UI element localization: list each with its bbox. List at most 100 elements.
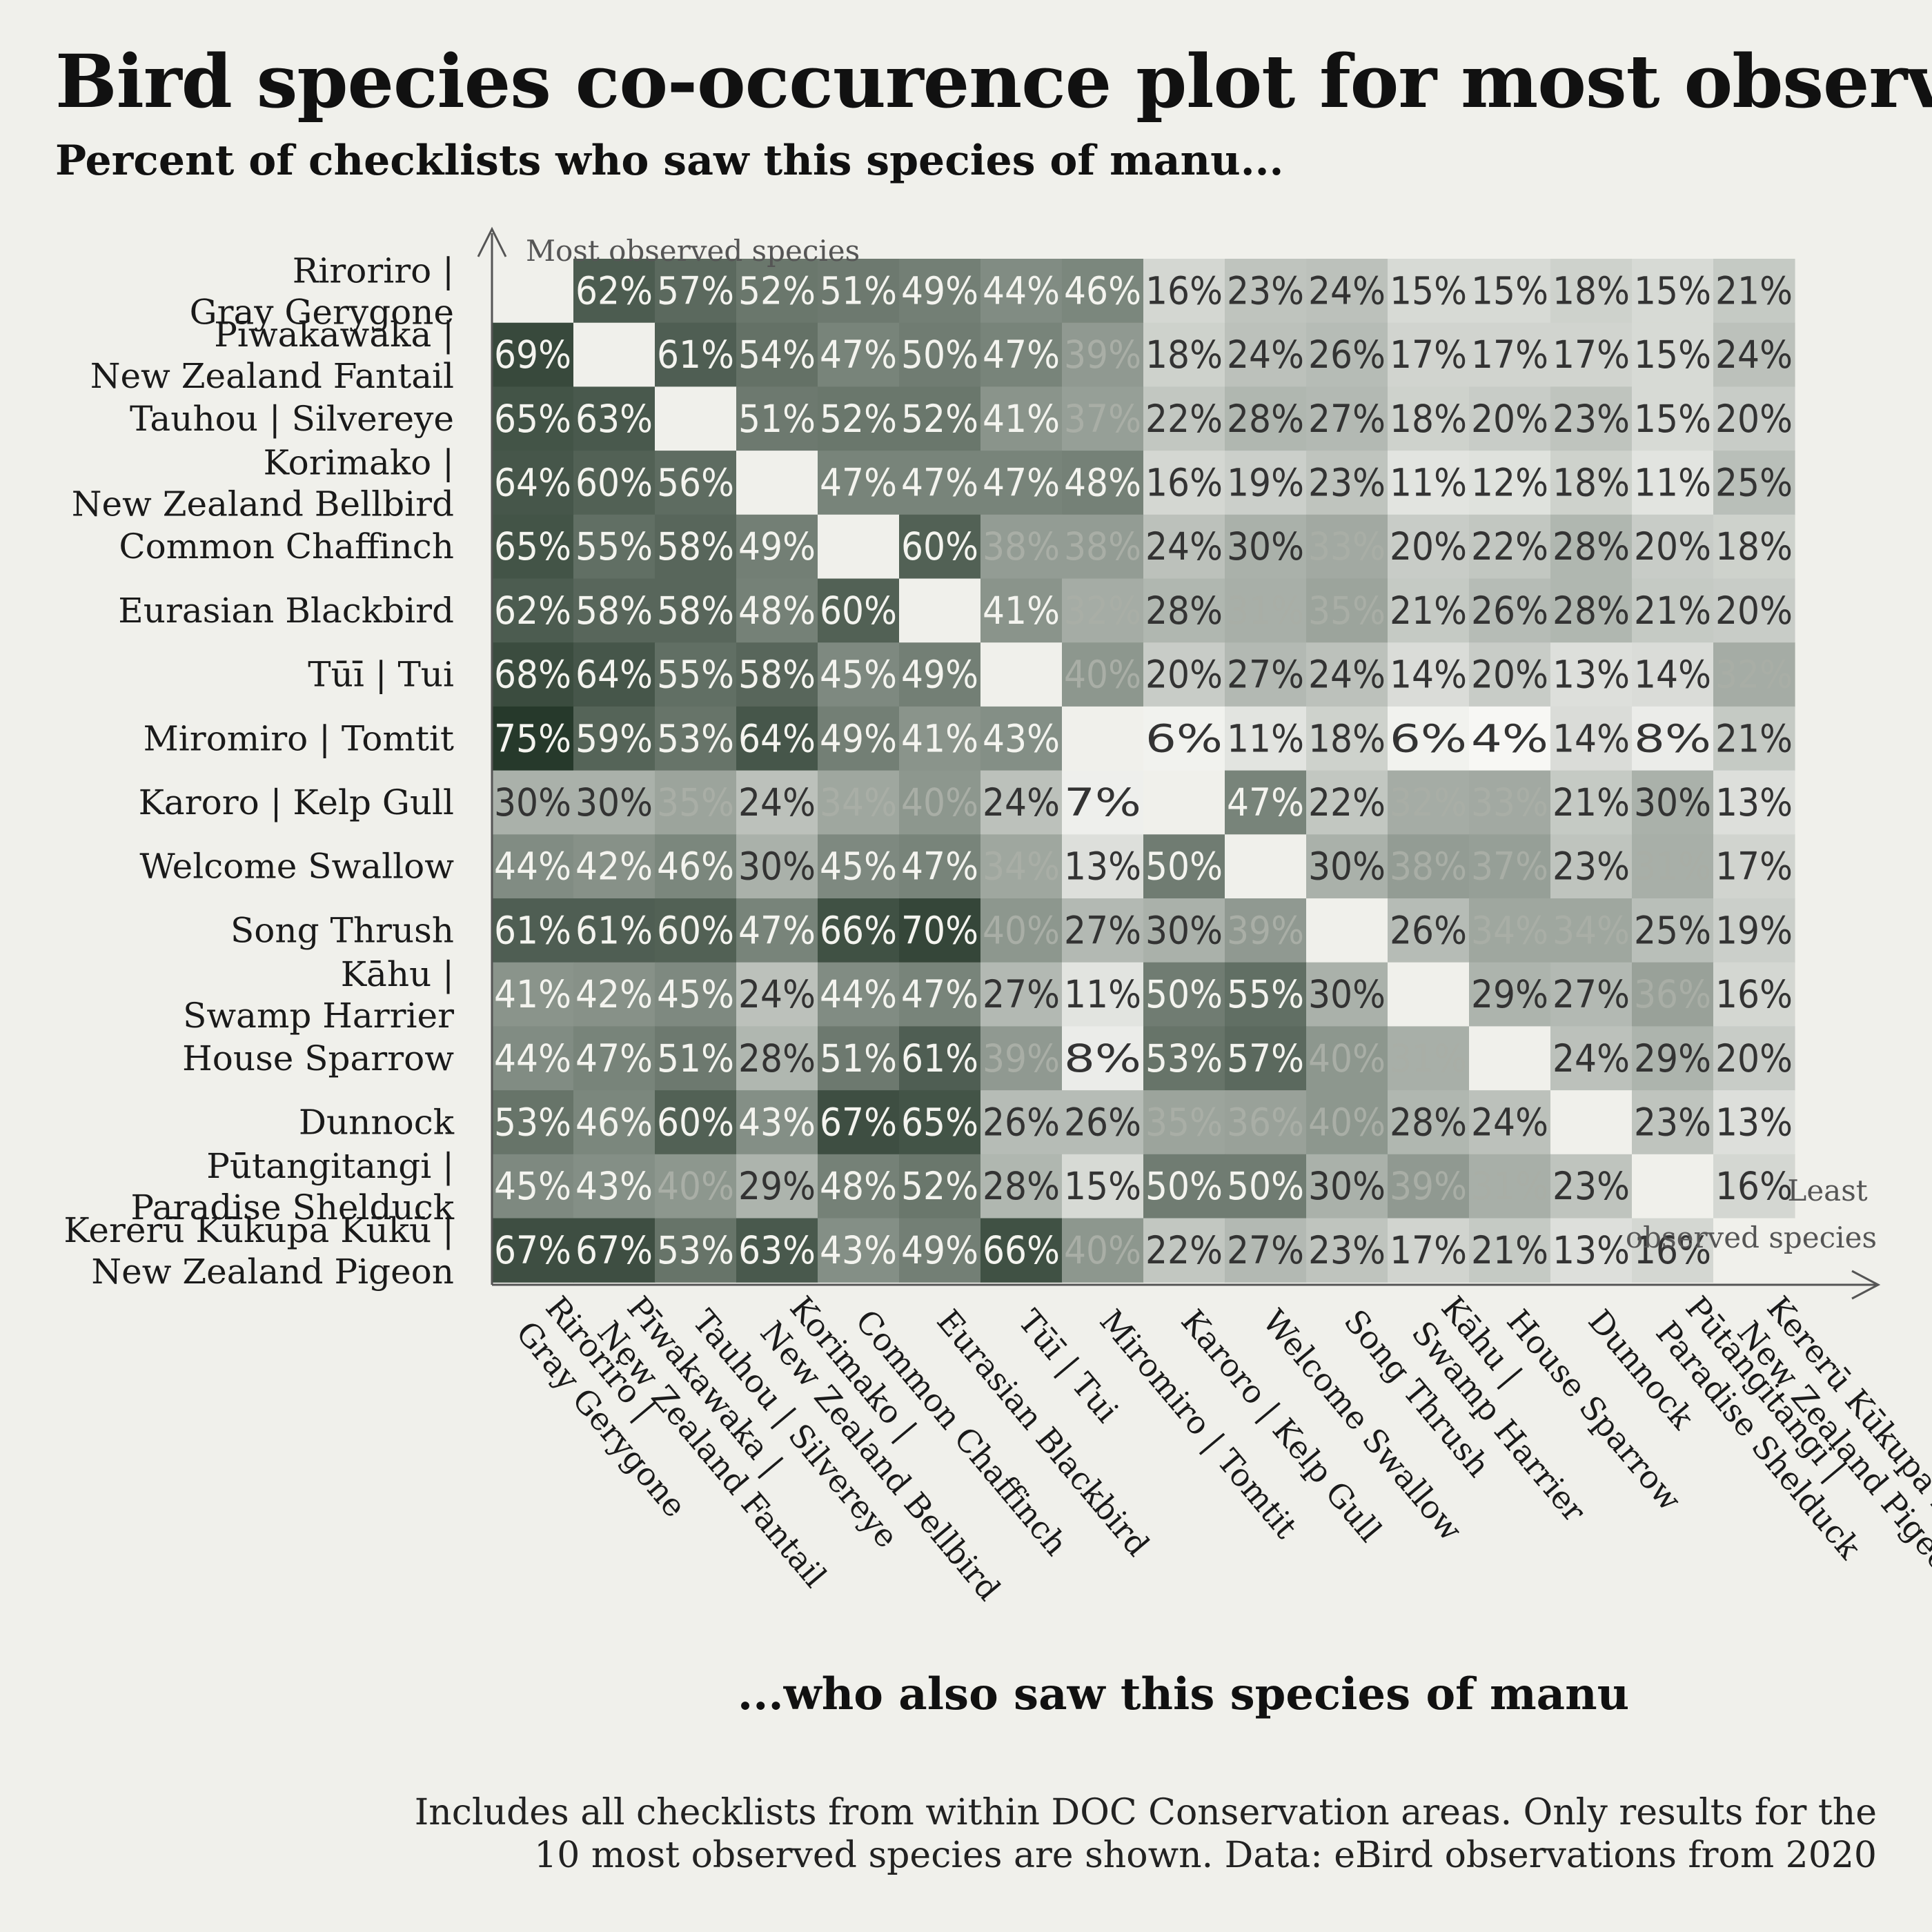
heatmap-cell (1062, 962, 1144, 1027)
cell-value-label: 40% (901, 780, 978, 825)
heatmap-cell (736, 386, 818, 451)
cell-value-label: 63% (738, 1228, 816, 1272)
heatmap-cell (980, 259, 1063, 324)
cell-value-label: 32% (1390, 780, 1467, 825)
row-label: Welcome Swallow (139, 847, 454, 887)
heatmap-cell (655, 1218, 737, 1283)
row-label: Tūī | Tui (308, 655, 454, 695)
cell-value-label: 60% (820, 589, 897, 633)
heatmap-cell (736, 642, 818, 707)
heatmap-cell (818, 962, 900, 1027)
cell-value-label: 62% (494, 589, 571, 633)
heatmap-cell (980, 1218, 1063, 1283)
heatmap-cell (899, 898, 981, 963)
row-label: Kāhu | Swamp Harrier (183, 954, 454, 1036)
heatmap-cell (1143, 1090, 1225, 1155)
heatmap-cell (1469, 322, 1551, 387)
heatmap-cell (1062, 1026, 1144, 1091)
cell-value-label: 46% (657, 845, 734, 889)
heatmap-cell (573, 1154, 656, 1219)
heatmap-cell (1143, 259, 1225, 324)
cell-value-label: 26% (1390, 908, 1467, 952)
heatmap-cell (1550, 386, 1633, 451)
heatmap-cell (818, 770, 900, 835)
cell-value-label: 47% (1227, 780, 1304, 825)
heatmap-cell (818, 259, 900, 324)
cell-value-label: 65% (494, 524, 571, 569)
heatmap-cell (1306, 1090, 1388, 1155)
heatmap-cell (1632, 770, 1714, 835)
cell-value-label: 18% (1715, 524, 1793, 569)
cell-value-label: 44% (820, 972, 897, 1016)
heatmap-cell (1713, 1026, 1795, 1091)
cell-value-label: 53% (1145, 1036, 1223, 1081)
heatmap-cell (736, 1090, 818, 1155)
most-observed-label: Most observed species (526, 234, 860, 268)
cell-value-label: 25% (1715, 460, 1793, 504)
cell-value-label: 68% (494, 653, 571, 697)
least-observed-label: Least observed species (1626, 1174, 1877, 1254)
heatmap-cell (1469, 259, 1551, 324)
cell-value-label: 35% (1145, 1100, 1223, 1144)
heatmap-cell (492, 1218, 574, 1283)
diagonal-cell (655, 386, 737, 451)
cell-value-label: 17% (1552, 333, 1630, 377)
heatmap-cell (1469, 514, 1551, 580)
cell-value-label: 41% (983, 589, 1060, 633)
cell-value-label: 29% (1634, 1036, 1711, 1081)
cell-value-label: 32% (1064, 589, 1141, 633)
cell-value-label: 65% (494, 397, 571, 441)
heatmap-cell (1388, 1218, 1470, 1283)
diagonal-cell (1469, 1026, 1551, 1091)
cell-value-label: 37% (1064, 397, 1141, 441)
heatmap-cell (1550, 1218, 1633, 1283)
cell-value-label: 8% (1634, 716, 1711, 760)
cell-value-label: 48% (1064, 460, 1141, 504)
cell-value-label: 39% (983, 1036, 1060, 1081)
heatmap-cell (899, 451, 981, 515)
heatmap-cell (492, 386, 574, 451)
cell-value-label: 32% (1715, 653, 1793, 697)
diagonal-cell (980, 642, 1063, 707)
heatmap-cell (980, 834, 1063, 899)
cell-value-label: 21% (1471, 1228, 1548, 1272)
cell-value-label: 23% (1227, 268, 1304, 313)
heatmap-cell (1550, 962, 1633, 1027)
cell-value-label: 17% (1715, 845, 1793, 889)
heatmap-cell (1225, 514, 1307, 580)
cell-value-label: 16% (1715, 1164, 1793, 1208)
heatmap-cell (1550, 770, 1633, 835)
diagonal-cell (573, 322, 656, 387)
cell-value-label: 23% (1308, 1228, 1386, 1272)
heatmap-cell (980, 386, 1063, 451)
heatmap-cell (492, 451, 574, 515)
cell-value-label: 67% (820, 1100, 897, 1144)
y-axis-arrow-icon (477, 226, 507, 257)
cell-value-label: 14% (1634, 653, 1711, 697)
heatmap-cell (980, 962, 1063, 1027)
heatmap-cell (899, 706, 981, 771)
heatmap-cell (573, 706, 656, 771)
diagonal-cell (1632, 1154, 1714, 1219)
heatmap-cell (1225, 898, 1307, 963)
heatmap-cell (1388, 578, 1470, 643)
heatmap-cell (1062, 578, 1144, 643)
heatmap-cell (1225, 962, 1307, 1027)
row-label: Common Chaffinch (119, 526, 454, 566)
cell-value-label: 46% (1064, 268, 1141, 313)
heatmap-cell (1062, 770, 1144, 835)
heatmap-cell (1388, 770, 1470, 835)
cell-value-label: 6% (1390, 716, 1467, 760)
cell-value-label: 69% (494, 333, 571, 377)
row-label: House Sparrow (182, 1038, 454, 1078)
heatmap-cell (1306, 1154, 1388, 1219)
heatmap-cell (1143, 834, 1225, 899)
heatmap-cell (1550, 1026, 1633, 1091)
cell-value-label: 34% (1471, 908, 1548, 952)
row-label: Dunnock (299, 1102, 455, 1142)
heatmap-cell (1143, 1026, 1225, 1091)
heatmap-cell (1388, 514, 1470, 580)
cell-value-label: 40% (657, 1164, 734, 1208)
cell-value-label: 52% (820, 397, 897, 441)
heatmap-cell (655, 1090, 737, 1155)
